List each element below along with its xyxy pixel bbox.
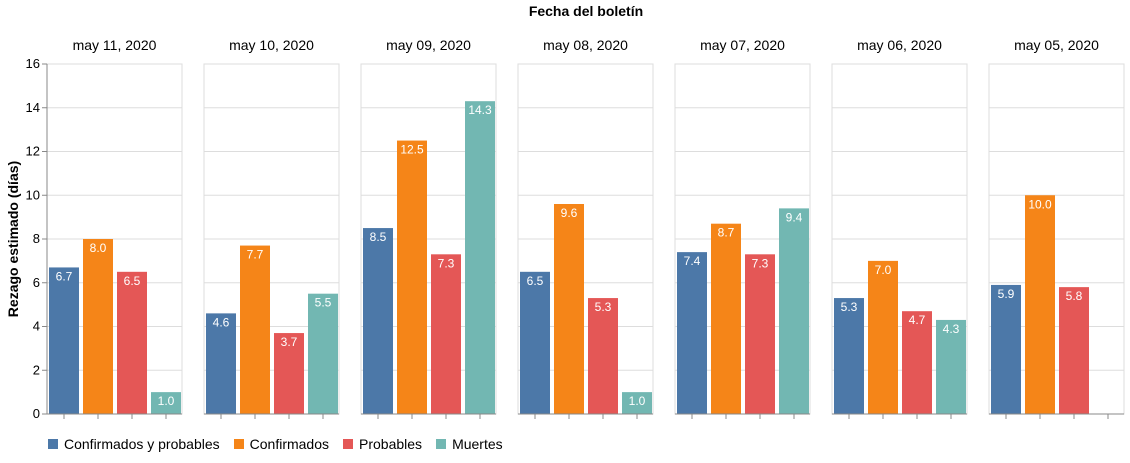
y-tick-label: 14	[26, 100, 40, 115]
bar	[363, 228, 393, 414]
bar	[622, 392, 652, 414]
legend-item[interactable]: Confirmados y probables	[48, 436, 220, 452]
bar	[936, 319, 966, 414]
bar-value-label: 8.5	[370, 230, 387, 244]
legend-label: Muertes	[452, 436, 503, 452]
bar	[397, 140, 427, 414]
bar-value-label: 4.6	[213, 315, 230, 329]
bar-value-label: 4.7	[909, 313, 926, 327]
y-axis-label: Rezago estimado (días)	[5, 161, 21, 317]
facets-layer: may 11, 2020 6.7 8.0 6.5 1.0 may 10, 2020 4.6 7…	[46, 37, 1125, 419]
facet-header: may 11, 2020	[73, 37, 157, 53]
bar	[431, 254, 461, 414]
y-tick-label: 4	[33, 319, 40, 334]
bar-value-label: 6.5	[527, 274, 544, 288]
bar	[151, 392, 181, 414]
facet-header: may 08, 2020	[543, 37, 628, 53]
y-tick-label: 10	[26, 187, 40, 202]
chart-title: Fecha del boletín	[529, 3, 643, 19]
bar-value-label: 10.0	[1028, 197, 1052, 211]
y-tick-label: 2	[33, 362, 40, 377]
bar	[588, 298, 618, 414]
bar	[465, 101, 495, 414]
bar-value-label: 5.8	[1066, 289, 1083, 303]
bar-value-label: 5.3	[595, 300, 612, 314]
bar	[711, 223, 741, 414]
facet-header: may 09, 2020	[386, 37, 471, 53]
bar-value-label: 12.5	[400, 143, 424, 157]
bar	[677, 252, 707, 414]
bar	[240, 245, 270, 414]
facet-header: may 07, 2020	[700, 37, 785, 53]
facet-header: may 10, 2020	[229, 37, 314, 53]
bar-value-label: 6.7	[56, 269, 73, 283]
facet-panel: may 09, 2020 8.5 12.5 7.3 14.3	[360, 37, 497, 419]
legend-swatch	[436, 439, 447, 449]
legend-item[interactable]: Probables	[343, 436, 422, 452]
bar-value-label: 14.3	[468, 103, 492, 117]
legend-swatch	[233, 439, 244, 449]
legend-item[interactable]: Muertes	[436, 436, 503, 452]
bar	[1025, 195, 1055, 414]
bar	[274, 333, 304, 414]
bar-value-label: 7.3	[752, 256, 769, 270]
y-tick-label: 8	[33, 231, 40, 246]
bar	[117, 271, 147, 414]
bar-value-label: 7.0	[875, 263, 892, 277]
legend: Confirmados y probables Confirmados Prob…	[48, 436, 503, 452]
bar-value-label: 7.4	[684, 254, 701, 268]
facet-panel: may 06, 2020 5.3 7.0 4.7 4.3	[831, 37, 968, 419]
bar-value-label: 1.0	[158, 394, 175, 408]
facet-panel: may 07, 2020 7.4 8.7 7.3 9.4	[674, 37, 811, 419]
bar-value-label: 5.5	[315, 296, 332, 310]
bar-value-label: 7.7	[247, 248, 264, 262]
facet-panel: may 10, 2020 4.6 7.7 3.7 5.5	[203, 37, 340, 419]
bar-value-label: 5.3	[841, 300, 858, 314]
bar	[308, 293, 338, 414]
bar	[745, 254, 775, 414]
bar-value-label: 8.7	[718, 226, 735, 240]
y-tick-label: 16	[26, 56, 40, 71]
bar	[554, 204, 584, 414]
bar-value-label: 9.6	[561, 206, 578, 220]
bar-value-label: 5.9	[998, 287, 1015, 301]
facet-header: may 05, 2020	[1014, 37, 1099, 53]
bar	[991, 284, 1021, 414]
facet-panel: may 05, 2020 5.9 10.0 5.8	[988, 37, 1125, 419]
y-axis: 0 2 4 6 8 10 12 14 16	[26, 56, 48, 421]
legend-item[interactable]: Confirmados	[233, 436, 330, 452]
bar-value-label: 8.0	[90, 241, 107, 255]
bar	[83, 239, 113, 414]
bar-value-label: 3.7	[281, 335, 298, 349]
legend-swatch	[48, 439, 58, 449]
bar	[834, 298, 864, 414]
bar-value-label: 9.4	[786, 210, 803, 224]
bar-value-label: 4.3	[943, 322, 960, 336]
y-tick-label: 12	[26, 144, 40, 159]
bar-value-label: 6.5	[124, 274, 141, 288]
bar	[520, 271, 550, 414]
legend-swatch	[343, 439, 354, 449]
legend-label: Confirmados y probables	[64, 436, 220, 452]
bar	[868, 260, 898, 414]
facet-header: may 06, 2020	[857, 37, 942, 53]
bar	[206, 313, 236, 414]
bar	[779, 208, 809, 414]
facet-panel: may 08, 2020 6.5 9.6 5.3 1.0	[517, 37, 654, 419]
bar-value-label: 7.3	[438, 256, 455, 270]
bar	[1059, 287, 1089, 414]
bar	[49, 267, 79, 414]
facet-panel: may 11, 2020 6.7 8.0 6.5 1.0	[46, 37, 183, 419]
bar-value-label: 1.0	[629, 394, 646, 408]
legend-label: Probables	[359, 436, 423, 452]
y-tick-label: 0	[33, 406, 40, 421]
y-tick-label: 6	[33, 275, 40, 290]
bar	[902, 311, 932, 414]
legend-label: Confirmados	[249, 436, 330, 452]
